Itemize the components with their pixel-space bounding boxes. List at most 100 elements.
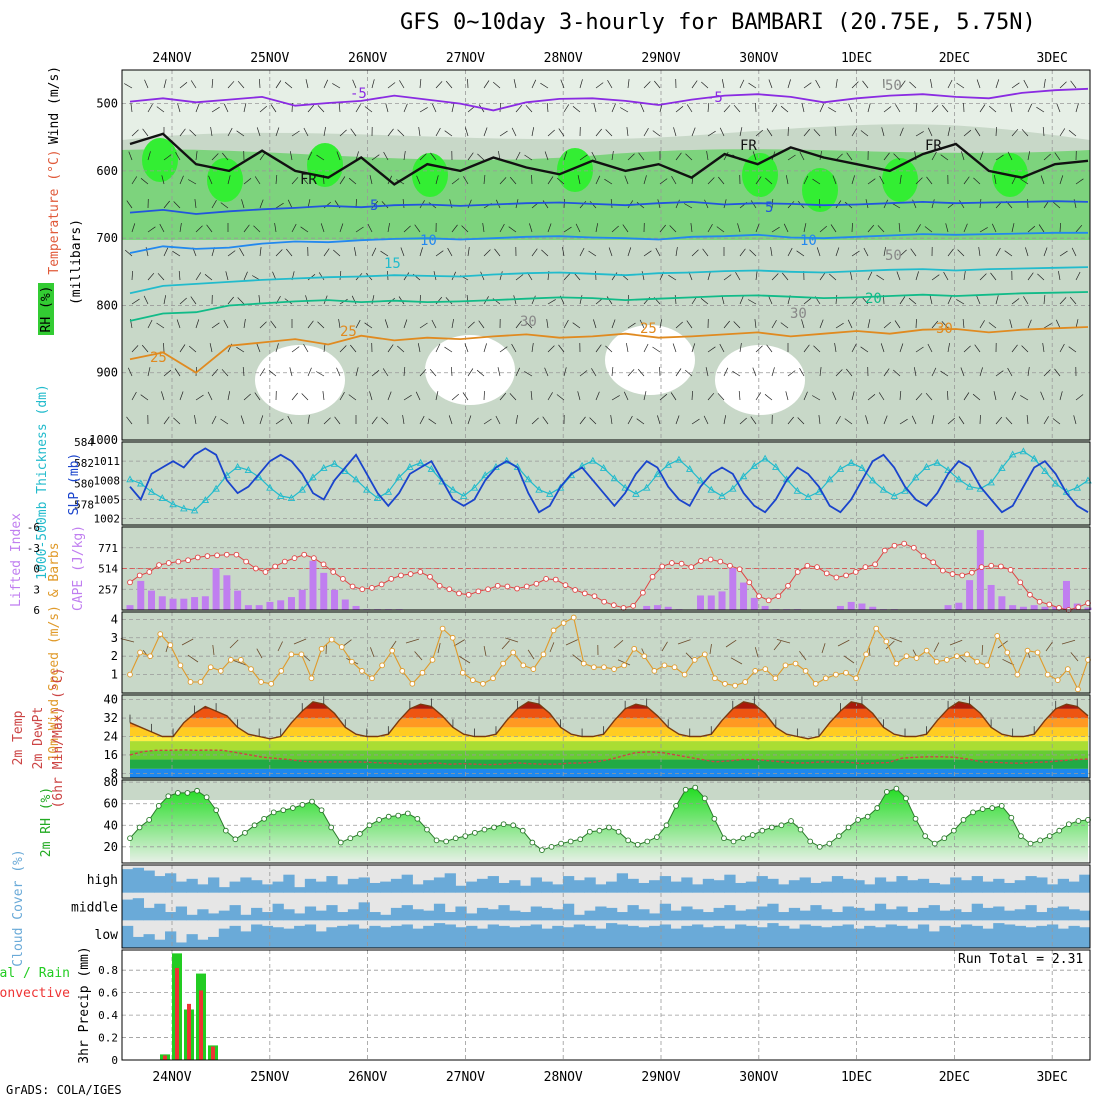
lifted-index-marker	[359, 586, 366, 593]
thickness-marker	[868, 476, 877, 484]
contour-label: 10	[800, 233, 817, 249]
rh2m-marker	[634, 841, 641, 848]
wind-barb	[317, 105, 325, 113]
wind10m-barb	[120, 638, 135, 643]
wind-barb	[307, 151, 313, 161]
wind-barb	[301, 176, 309, 185]
wind10m-barb	[821, 643, 826, 654]
cloud-cell-middle	[573, 914, 585, 921]
wind-barb	[899, 296, 906, 305]
cloud-cell-low	[917, 924, 930, 948]
rh2m-marker	[529, 839, 536, 846]
wind-barb	[1027, 151, 1031, 161]
cloud-cell-middle	[692, 909, 704, 921]
wind-barb	[675, 106, 684, 113]
cloud-cell-low	[358, 928, 370, 948]
cloud-cell-low	[337, 925, 349, 948]
wind-barb	[909, 81, 917, 89]
wind-barb	[1023, 296, 1029, 305]
rh2m-marker	[376, 817, 382, 823]
wind-barb	[241, 199, 245, 209]
precip-convective-bar	[175, 967, 179, 1060]
wind-barb	[606, 296, 613, 305]
contour-label: FR	[740, 138, 757, 154]
wind10m-marker	[298, 651, 305, 658]
wind10m-marker	[318, 645, 325, 652]
cloud-cell-high	[745, 881, 758, 893]
lifted-index-marker	[552, 576, 559, 583]
wind-barb	[1059, 81, 1067, 89]
wind-barb	[979, 320, 985, 329]
wind-barb	[832, 391, 837, 401]
wind-barb	[787, 126, 789, 137]
wind-barb	[338, 102, 341, 113]
lifted-index-marker	[669, 560, 675, 566]
cloud-cell-low	[821, 927, 833, 948]
wind10m-marker	[258, 679, 264, 685]
wind-barb	[466, 294, 469, 305]
wind-barb	[595, 175, 601, 185]
wind10m-marker	[510, 649, 517, 656]
rh2m-axis-label: 2m RH (%)	[39, 787, 54, 857]
wind10m-barb	[233, 660, 247, 666]
wind10m-barb	[677, 639, 691, 645]
wind-barb	[978, 247, 981, 257]
rh2m-marker	[203, 794, 210, 801]
date-label-top: 30NOV	[739, 51, 778, 66]
wind-barb	[595, 391, 600, 401]
wind-barb	[339, 129, 347, 137]
wind-barb	[579, 154, 588, 161]
cloud-cell-middle	[724, 905, 736, 921]
cloud-cell-low	[874, 927, 887, 948]
cloud-cell-middle	[304, 906, 317, 921]
wind10m-barb	[181, 638, 194, 646]
cloud-cell-middle	[627, 905, 639, 921]
thickness-marker	[1073, 483, 1081, 491]
cloud-cell-middle	[154, 903, 166, 921]
wind-barb	[178, 270, 181, 281]
cloud-cell-middle	[595, 906, 607, 921]
thickness-marker	[729, 484, 737, 492]
wind-barb	[979, 151, 984, 161]
cloud-row-label: middle	[71, 901, 118, 916]
wind-barb	[867, 224, 875, 233]
wind-barb	[318, 272, 325, 281]
lifted-index-marker	[272, 563, 279, 570]
cape-bar	[998, 596, 1006, 610]
cloud-cell-low	[1068, 925, 1080, 948]
wind-barb	[844, 418, 853, 425]
wind-barb	[846, 368, 853, 377]
cape-bar	[331, 589, 339, 610]
wind-barb	[657, 415, 661, 425]
slp-axis-label: SLP (mb)	[67, 453, 82, 516]
date-label-top: 29NOV	[641, 51, 680, 66]
wind-barb	[237, 80, 245, 89]
cloud-cell-low	[294, 925, 306, 948]
wind-barb	[627, 79, 630, 89]
wind-barb	[659, 393, 668, 401]
wind-barb	[499, 130, 508, 137]
cloud-cell-low	[552, 925, 564, 948]
wind-barb	[476, 369, 485, 377]
wind-barb	[750, 416, 757, 425]
wind-barb	[147, 319, 153, 329]
wind10m-barb	[725, 639, 737, 648]
wind10m-marker	[1014, 671, 1021, 678]
wind-barb	[352, 79, 357, 89]
rh2m-marker	[299, 801, 306, 808]
wind-barb	[461, 225, 469, 233]
wind-barb	[899, 80, 906, 89]
cape-bar	[234, 590, 242, 610]
wind-barb	[397, 345, 405, 353]
rh-shade-90	[142, 138, 178, 182]
cloud-cell-high	[122, 869, 134, 893]
pressure-tick-label: 900	[96, 366, 118, 380]
lifted-index-marker	[301, 551, 308, 558]
wind-barb	[755, 102, 757, 113]
wind-barb	[414, 224, 421, 233]
cloud-cell-high	[197, 884, 209, 893]
wind-barb	[163, 342, 165, 353]
wind-barb	[190, 80, 197, 89]
wind-barb	[979, 367, 983, 377]
wind-barb	[627, 369, 635, 377]
